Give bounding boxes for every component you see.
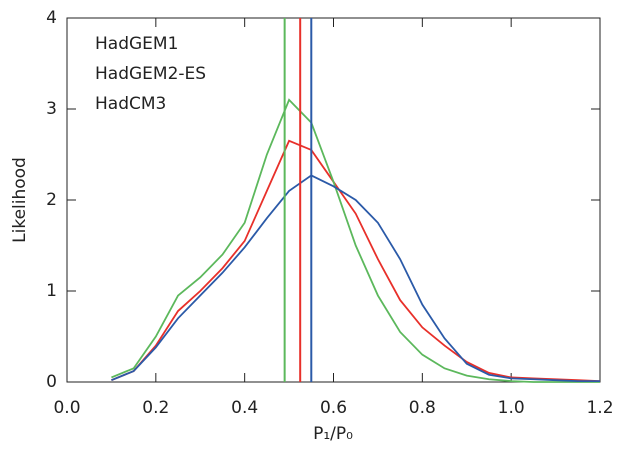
series-line <box>111 139 601 382</box>
y-tick-label: 2 <box>46 190 57 210</box>
legend-entry: HadGEM1 <box>95 34 178 54</box>
y-tick-label: 4 <box>46 8 57 28</box>
x-tick-label: 1.0 <box>498 398 525 418</box>
x-tick-label: 0.2 <box>142 398 169 418</box>
legend-entry: HadCM3 <box>95 94 166 114</box>
x-tick-label: 1.2 <box>586 398 613 418</box>
y-axis-label: Likelihood <box>10 157 30 243</box>
series-line <box>111 174 600 382</box>
legend-entry: HadGEM2-ES <box>95 64 206 84</box>
y-tick-label: 1 <box>46 281 57 301</box>
y-tick-label: 3 <box>46 99 57 119</box>
x-tick-label: 0.6 <box>320 398 347 418</box>
x-tick-label: 0.4 <box>231 398 258 418</box>
x-tick-label: 0.0 <box>53 398 80 418</box>
x-tick-label: 0.8 <box>409 398 436 418</box>
series-line <box>111 98 600 383</box>
y-tick-label: 0 <box>46 372 57 392</box>
x-axis-label: P₁/P₀ <box>313 424 353 444</box>
